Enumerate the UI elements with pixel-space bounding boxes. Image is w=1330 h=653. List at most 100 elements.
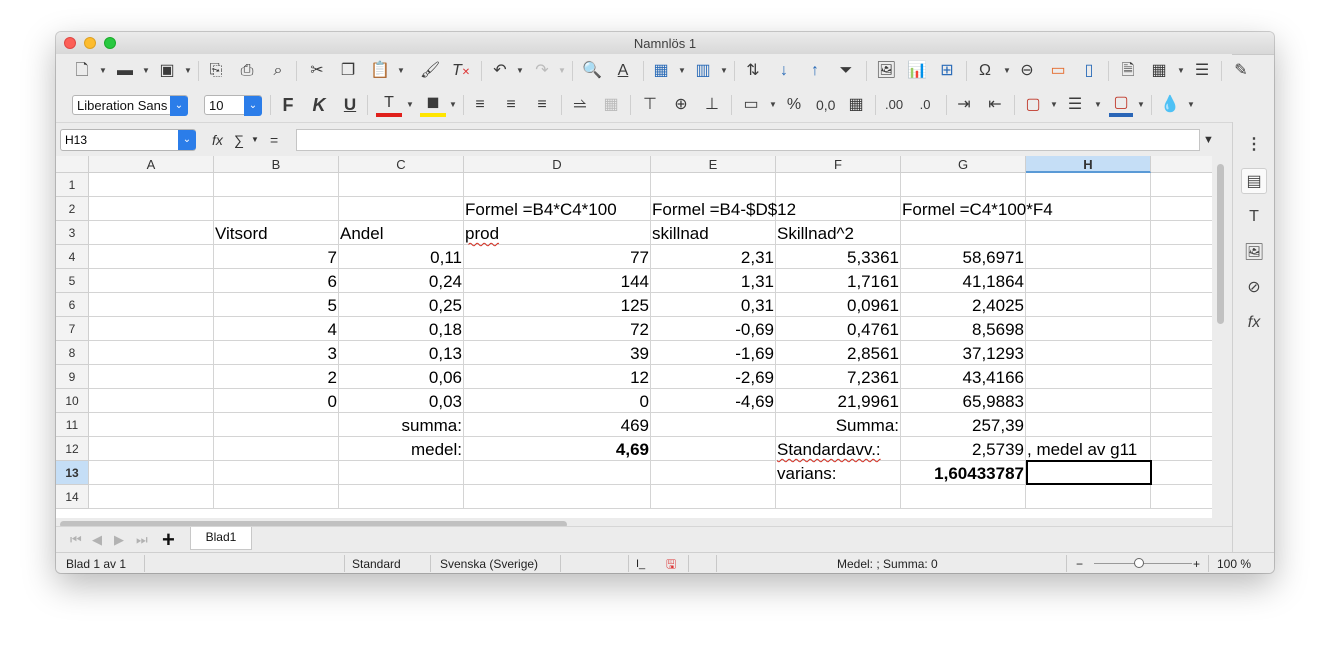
cell-b9[interactable]: 2 bbox=[214, 365, 339, 389]
cell-d9[interactable]: 12 bbox=[464, 365, 651, 389]
row-header-6[interactable]: 6 bbox=[56, 293, 89, 317]
cell-g8[interactable]: 37,1293 bbox=[901, 341, 1026, 365]
chevron-down-icon[interactable]: ▼ bbox=[99, 59, 107, 83]
cell-c2[interactable] bbox=[339, 197, 464, 221]
cell-filler[interactable] bbox=[1151, 245, 1212, 269]
find-replace-icon[interactable]: 🔍 bbox=[582, 59, 602, 83]
vertical-scrollbar[interactable] bbox=[1212, 156, 1232, 518]
cell-f3[interactable]: Skillnad^2 bbox=[776, 221, 901, 245]
properties-icon[interactable]: ▤ bbox=[1241, 168, 1267, 194]
cell-e2[interactable]: Formel =B4-$D$12 bbox=[651, 197, 776, 221]
cell-filler[interactable] bbox=[1151, 173, 1212, 197]
percent-format-button[interactable]: % bbox=[785, 93, 803, 117]
cell-e8[interactable]: -1,69 bbox=[651, 341, 776, 365]
cell-g13[interactable]: 1,60433787 bbox=[901, 461, 1026, 485]
comment-icon[interactable]: ▭ bbox=[1049, 59, 1067, 83]
show-draw-functions-icon[interactable]: ✎ bbox=[1232, 59, 1250, 83]
add-decimal-button[interactable]: .00 bbox=[885, 93, 903, 117]
cell-e13[interactable] bbox=[651, 461, 776, 485]
cell-c5[interactable]: 0,24 bbox=[339, 269, 464, 293]
cell-f14[interactable] bbox=[776, 485, 901, 509]
chevron-down-icon[interactable]: ▼ bbox=[1094, 93, 1102, 117]
font-size-box[interactable]: 10 ⌄ bbox=[204, 95, 262, 115]
chevron-down-icon[interactable]: ▼ bbox=[1177, 59, 1185, 83]
define-print-area-icon[interactable]: 🗎 bbox=[1119, 59, 1137, 83]
cell-c1[interactable] bbox=[339, 173, 464, 197]
cell-b14[interactable] bbox=[214, 485, 339, 509]
row-header-1[interactable]: 1 bbox=[56, 173, 89, 197]
open-folder-icon[interactable]: ▬ bbox=[116, 59, 134, 83]
spreadsheet-grid[interactable]: A B C D E F G H 1 2 Formel =B4*C4*100 Formel =B4-$D… bbox=[56, 156, 1212, 518]
cell-c9[interactable]: 0,06 bbox=[339, 365, 464, 389]
column-header-d[interactable]: D bbox=[464, 156, 651, 173]
align-right-icon[interactable]: ≡ bbox=[533, 93, 551, 117]
freeze-rows-icon[interactable]: ▦ bbox=[1150, 59, 1168, 83]
cell-d5[interactable]: 144 bbox=[464, 269, 651, 293]
cell-a11[interactable] bbox=[89, 413, 214, 437]
cell-filler[interactable] bbox=[1151, 389, 1212, 413]
cell-d11[interactable]: 469 bbox=[464, 413, 651, 437]
merge-cells-icon[interactable]: ▦ bbox=[602, 93, 620, 117]
undo-icon[interactable]: ↶ bbox=[491, 59, 509, 83]
cell-h10[interactable] bbox=[1026, 389, 1151, 413]
cell-a6[interactable] bbox=[89, 293, 214, 317]
cell-f13[interactable]: varians: bbox=[776, 461, 901, 485]
cell-h1[interactable] bbox=[1026, 173, 1151, 197]
functions-icon[interactable]: fx bbox=[1241, 310, 1267, 336]
cell-e9[interactable]: -2,69 bbox=[651, 365, 776, 389]
cell-e1[interactable] bbox=[651, 173, 776, 197]
cell-d4[interactable]: 77 bbox=[464, 245, 651, 269]
cell-b8[interactable]: 3 bbox=[214, 341, 339, 365]
select-all-corner[interactable] bbox=[56, 156, 89, 173]
cell-g6[interactable]: 2,4025 bbox=[901, 293, 1026, 317]
cell-g7[interactable]: 8,5698 bbox=[901, 317, 1026, 341]
cell-filler[interactable] bbox=[1151, 461, 1212, 485]
column-header-h[interactable]: H bbox=[1026, 156, 1151, 173]
align-center-icon[interactable]: ≡ bbox=[502, 93, 520, 117]
cell-b13[interactable] bbox=[214, 461, 339, 485]
cell-c8[interactable]: 0,13 bbox=[339, 341, 464, 365]
vertical-scroll-thumb[interactable] bbox=[1217, 164, 1224, 324]
chevron-down-icon[interactable]: ⌄ bbox=[244, 96, 262, 116]
cell-e6[interactable]: 0,31 bbox=[651, 293, 776, 317]
cell-c14[interactable] bbox=[339, 485, 464, 509]
row-header-8[interactable]: 8 bbox=[56, 341, 89, 365]
delete-decimal-button[interactable]: .0 bbox=[916, 93, 934, 117]
clone-formatting-icon[interactable]: 🖌 bbox=[420, 59, 440, 83]
styles-icon[interactable]: T bbox=[1241, 204, 1267, 230]
add-sheet-button[interactable]: + bbox=[162, 528, 175, 552]
zoom-slider-knob[interactable] bbox=[1134, 558, 1144, 568]
cell-h8[interactable] bbox=[1026, 341, 1151, 365]
cell-c4[interactable]: 0,11 bbox=[339, 245, 464, 269]
cell-h12[interactable]: , medel av g11 bbox=[1026, 437, 1151, 461]
cell-g5[interactable]: 41,1864 bbox=[901, 269, 1026, 293]
decrease-indent-icon[interactable]: ⇤ bbox=[986, 93, 1004, 117]
new-document-icon[interactable]: 🗋 bbox=[73, 59, 91, 83]
cell-d1[interactable] bbox=[464, 173, 651, 197]
formula-input[interactable] bbox=[296, 129, 1200, 151]
cell-filler[interactable] bbox=[1151, 317, 1212, 341]
cell-g10[interactable]: 65,9883 bbox=[901, 389, 1026, 413]
cell-c7[interactable]: 0,18 bbox=[339, 317, 464, 341]
cell-c10[interactable]: 0,03 bbox=[339, 389, 464, 413]
cell-f2[interactable] bbox=[776, 197, 901, 221]
chevron-down-icon[interactable]: ▼ bbox=[1003, 59, 1011, 83]
cell-c6[interactable]: 0,25 bbox=[339, 293, 464, 317]
cell-h2[interactable] bbox=[1026, 197, 1151, 221]
row-header-2[interactable]: 2 bbox=[56, 197, 89, 221]
cell-h7[interactable] bbox=[1026, 317, 1151, 341]
cell-filler[interactable] bbox=[1151, 413, 1212, 437]
cell-a13[interactable] bbox=[89, 461, 214, 485]
cell-d3[interactable]: prod bbox=[464, 221, 651, 245]
export-pdf-icon[interactable]: ⎘ bbox=[207, 59, 225, 83]
cell-d14[interactable] bbox=[464, 485, 651, 509]
cell-a5[interactable] bbox=[89, 269, 214, 293]
row-header-7[interactable]: 7 bbox=[56, 317, 89, 341]
cell-f1[interactable] bbox=[776, 173, 901, 197]
column-header-e[interactable]: E bbox=[651, 156, 776, 173]
cell-f9[interactable]: 7,2361 bbox=[776, 365, 901, 389]
sort-icon[interactable]: ⇅ bbox=[744, 59, 762, 83]
chevron-down-icon[interactable]: ▼ bbox=[720, 59, 728, 83]
cell-g14[interactable] bbox=[901, 485, 1026, 509]
chevron-down-icon[interactable]: ▼ bbox=[142, 59, 150, 83]
